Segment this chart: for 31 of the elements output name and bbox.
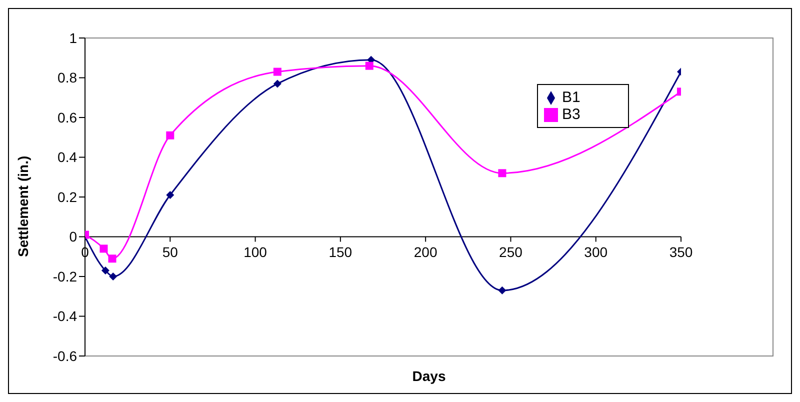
x-tick-label: 250 <box>499 244 523 260</box>
y-tick-label: -0.6 <box>52 348 78 364</box>
y-tick-label: 1 <box>69 30 78 46</box>
y-axis-title: Settlement (in.) <box>14 156 31 257</box>
point <box>109 272 118 280</box>
point <box>100 244 108 253</box>
point <box>101 266 110 275</box>
point <box>498 169 506 178</box>
x-tick-label: 200 <box>414 244 438 260</box>
x-tick-label: 150 <box>328 244 352 260</box>
x-tick-label: 100 <box>244 244 268 260</box>
point <box>273 80 282 88</box>
y-tick-label: 0 <box>69 228 78 245</box>
legend-label: B1 <box>562 89 580 106</box>
point <box>498 286 506 294</box>
legend-label: B3 <box>562 106 580 123</box>
y-tick-label: 0.2 <box>58 188 78 205</box>
point <box>273 68 282 76</box>
y-tick-label: -0.4 <box>52 308 78 324</box>
point <box>166 191 174 200</box>
x-tick-label: 300 <box>584 244 608 260</box>
y-tick-label: 0.8 <box>58 70 78 86</box>
point <box>365 62 374 70</box>
y-tick-label: 0.4 <box>58 149 78 166</box>
y-tick-label: -0.2 <box>52 268 78 284</box>
y-tick-label: 0.6 <box>58 109 78 126</box>
point <box>166 131 174 140</box>
x-axis-title: Days <box>412 368 446 384</box>
x-tick-label: 350 <box>669 244 693 260</box>
point <box>108 254 116 263</box>
x-tick-label: 50 <box>162 244 178 260</box>
